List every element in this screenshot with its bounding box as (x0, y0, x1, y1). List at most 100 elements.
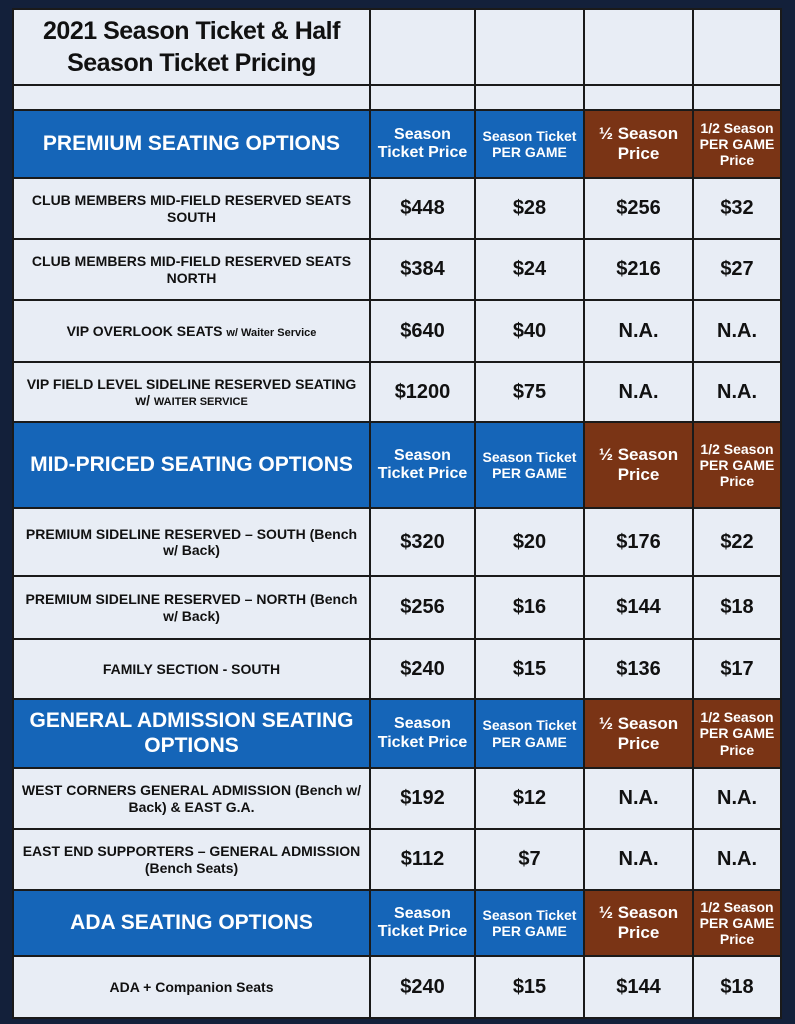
season-price: $1200 (369, 361, 476, 423)
table-row: CLUB MEMBERS MID-FIELD RESERVED SEATS SO… (12, 177, 782, 240)
half-season-per-game: N.A. (692, 828, 782, 891)
seat-name: WEST CORNERS GENERAL ADMISSION (Bench w/… (21, 782, 362, 815)
section-title: MID-PRICED SEATING OPTIONS (12, 421, 371, 509)
season-per-game: $16 (474, 575, 585, 640)
half-season-price: N.A. (583, 299, 694, 363)
half-season-price: $216 (583, 238, 694, 301)
section-header-row: ADA SEATING OPTIONS Season Ticket Price Se… (12, 889, 782, 957)
half-season-price: $144 (583, 575, 694, 640)
seat-label: PREMIUM SIDELINE RESERVED – SOUTH (Bench… (12, 507, 371, 577)
title-row: 2021 Season Ticket & Half Season Ticket P… (12, 8, 782, 86)
half-season-per-game: $27 (692, 238, 782, 301)
seat-label: CLUB MEMBERS MID-FIELD RESERVED SEATS SO… (12, 177, 371, 240)
header-half-season-per-game: 1/2 Season PER GAME Price (692, 889, 782, 957)
seat-label: VIP OVERLOOK SEATS w/ Waiter Service (12, 299, 371, 363)
seat-label: VIP FIELD LEVEL SIDELINE RESERVED SEATIN… (12, 361, 371, 423)
page-title: 2021 Season Ticket & Half Season Ticket P… (12, 8, 371, 86)
half-season-price: $176 (583, 507, 694, 577)
header-season-per-game: Season Ticket PER GAME (474, 109, 585, 179)
seat-name: PREMIUM SIDELINE RESERVED – NORTH (Bench… (25, 591, 358, 624)
season-per-game: $15 (474, 638, 585, 700)
half-season-price: N.A. (583, 767, 694, 830)
table-row: PREMIUM SIDELINE RESERVED – SOUTH (Bench… (12, 507, 782, 577)
seat-label: WEST CORNERS GENERAL ADMISSION (Bench w/… (12, 767, 371, 830)
title-line-1: 2021 Season Ticket & Half (43, 16, 340, 45)
header-half-season-per-game: 1/2 Season PER GAME Price (692, 698, 782, 769)
season-price: $256 (369, 575, 476, 640)
table-row: WEST CORNERS GENERAL ADMISSION (Bench w/… (12, 767, 782, 830)
empty-cell (474, 8, 585, 86)
header-season-per-game: Season Ticket PER GAME (474, 698, 585, 769)
table-row: PREMIUM SIDELINE RESERVED – NORTH (Bench… (12, 575, 782, 640)
spacer-row (12, 84, 782, 111)
seat-name: CLUB MEMBERS MID-FIELD RESERVED SEATS SO… (31, 192, 352, 225)
header-half-season-price: ½ Season Price (583, 889, 694, 957)
half-season-per-game: N.A. (692, 767, 782, 830)
section-title: PREMIUM SEATING OPTIONS (12, 109, 371, 179)
seat-name: ADA + Companion Seats (109, 978, 274, 995)
header-season-price: Season Ticket Price (369, 109, 476, 179)
seat-label: FAMILY SECTION - SOUTH (12, 638, 371, 700)
seat-name: FAMILY SECTION - SOUTH (102, 660, 281, 677)
half-season-price: N.A. (583, 361, 694, 423)
empty-cell (12, 84, 371, 111)
title-line-2: Season Ticket Pricing (67, 49, 316, 77)
seat-label: EAST END SUPPORTERS – GENERAL ADMISSION … (12, 828, 371, 891)
empty-cell (369, 8, 476, 86)
table-row: EAST END SUPPORTERS – GENERAL ADMISSION … (12, 828, 782, 891)
header-half-season-per-game: 1/2 Season PER GAME Price (692, 421, 782, 509)
season-per-game: $24 (474, 238, 585, 301)
half-season-per-game: N.A. (692, 299, 782, 363)
section-title: ADA SEATING OPTIONS (12, 889, 371, 957)
seat-name: VIP OVERLOOK SEATS (66, 322, 223, 339)
empty-cell (692, 8, 782, 86)
season-price: $448 (369, 177, 476, 240)
half-season-per-game: $32 (692, 177, 782, 240)
seat-note: w/ Waiter Service (226, 326, 317, 339)
seat-name: PREMIUM SIDELINE RESERVED – SOUTH (Bench… (25, 525, 358, 558)
table-row: VIP OVERLOOK SEATS w/ Waiter Service $640… (12, 299, 782, 363)
half-season-per-game: $22 (692, 507, 782, 577)
header-half-season-price: ½ Season Price (583, 421, 694, 509)
seat-label: PREMIUM SIDELINE RESERVED – NORTH (Bench… (12, 575, 371, 640)
section-title: GENERAL ADMISSION SEATING OPTIONS (12, 698, 371, 769)
season-per-game: $15 (474, 955, 585, 1019)
seat-label: ADA + Companion Seats (12, 955, 371, 1019)
header-season-per-game: Season Ticket PER GAME (474, 421, 585, 509)
header-season-price: Season Ticket Price (369, 889, 476, 957)
section-header-row: MID-PRICED SEATING OPTIONS Season Ticket … (12, 421, 782, 509)
table-row: FAMILY SECTION - SOUTH $240 $15 $136 $17 (12, 638, 782, 700)
half-season-per-game: N.A. (692, 361, 782, 423)
empty-cell (692, 84, 782, 111)
season-price: $384 (369, 238, 476, 301)
seat-name: EAST END SUPPORTERS – GENERAL ADMISSION … (22, 843, 361, 876)
season-price: $192 (369, 767, 476, 830)
half-season-per-game: $18 (692, 955, 782, 1019)
season-price: $320 (369, 507, 476, 577)
seat-label: CLUB MEMBERS MID-FIELD RESERVED SEATS NO… (12, 238, 371, 301)
half-season-per-game: $17 (692, 638, 782, 700)
empty-cell (474, 84, 585, 111)
season-per-game: $20 (474, 507, 585, 577)
half-season-price: $256 (583, 177, 694, 240)
seat-name: CLUB MEMBERS MID-FIELD RESERVED SEATS NO… (31, 253, 352, 286)
season-price: $240 (369, 638, 476, 700)
empty-cell (583, 8, 694, 86)
table-row: ADA + Companion Seats $240 $15 $144 $18 (12, 955, 782, 1019)
seat-note: WAITER SERVICE (153, 395, 248, 408)
table-row: CLUB MEMBERS MID-FIELD RESERVED SEATS NO… (12, 238, 782, 301)
pricing-table: 2021 Season Ticket & Half Season Ticket P… (12, 8, 782, 1019)
table-row: VIP FIELD LEVEL SIDELINE RESERVED SEATIN… (12, 361, 782, 423)
season-per-game: $28 (474, 177, 585, 240)
half-season-price: $136 (583, 638, 694, 700)
empty-cell (369, 84, 476, 111)
header-half-season-per-game: 1/2 Season PER GAME Price (692, 109, 782, 179)
season-price: $112 (369, 828, 476, 891)
seat-name: VIP FIELD LEVEL SIDELINE RESERVED SEATIN… (26, 375, 357, 408)
half-season-per-game: $18 (692, 575, 782, 640)
season-per-game: $75 (474, 361, 585, 423)
half-season-price: N.A. (583, 828, 694, 891)
half-season-price: $144 (583, 955, 694, 1019)
header-half-season-price: ½ Season Price (583, 109, 694, 179)
header-season-price: Season Ticket Price (369, 421, 476, 509)
